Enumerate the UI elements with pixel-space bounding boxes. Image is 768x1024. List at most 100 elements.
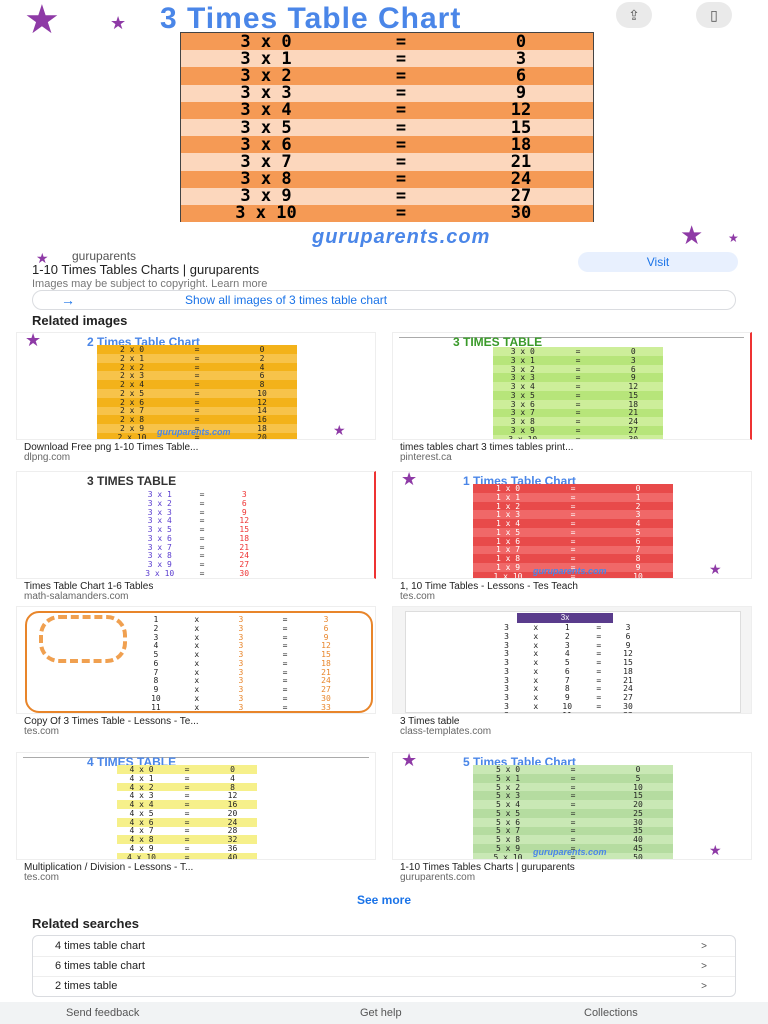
related-image-site: tes.com — [24, 872, 60, 883]
related-image-title[interactable]: Times Table Chart 1-6 Tables — [24, 581, 154, 592]
related-image-thumbnail[interactable]: 3x 3 x 1 = 3 3 x 2 = 6 3 x 3 = 9 3 x 4 = 12 3 x 5 = 15 3 x 6 = 18 3 x 7 = 2… — [392, 606, 752, 714]
table-cell: = — [570, 764, 576, 774]
related-image-card[interactable]: 1 x 3 = 3 2 x 3 = 6 3 x 3 = 9 4 x 3 = 12 5 x 3 = 15 6 x 3 = 18 7 x 3 = 21 8… — [16, 606, 376, 744]
table-cell: = — [570, 554, 576, 564]
table-row: 3 x 7 = 21 — [181, 151, 593, 172]
table-cell: 3 x 4 — [147, 516, 172, 526]
related-image-title[interactable]: 3 Times table — [400, 716, 460, 727]
table-cell: 3 — [238, 641, 244, 651]
related-image-thumbnail[interactable]: 3 TIMES TABLE 3 x 0 = 0 3 x 1 = 3 3 x 2 = 6 3 x 3 =… — [392, 332, 752, 440]
table-cell: = — [570, 844, 576, 854]
table-cell: = — [199, 489, 205, 499]
table-cell: 20 — [227, 808, 238, 818]
related-image-thumbnail[interactable]: ★ 2 Times Table Chart 2 x 0 = 0 2 x 1 = 2 2 x 2 =… — [16, 332, 376, 440]
share-button[interactable]: ⇪ — [616, 2, 652, 28]
table-cell: 1 x 7 — [495, 545, 521, 555]
table-row: 3 x 5 = 15 — [493, 391, 663, 400]
related-image-thumbnail[interactable]: 4 TIMES TABLE 4 x 0 = 0 4 x 1 = 4 4 x 2 = 8 4 x 3 =… — [16, 752, 376, 860]
related-image-thumbnail[interactable]: 3 TIMES TABLE 3 x 1 = 3 3 x 2 = 6 3 x 3 = 9 3 x 4 =… — [16, 471, 376, 579]
table-row: 1 x 3 = 3 — [137, 615, 347, 624]
related-search-item[interactable]: 2 times table > — [33, 976, 735, 996]
related-image-title[interactable]: Multiplication / Division - Lessons - T.… — [24, 862, 194, 873]
row-equals: = — [395, 100, 407, 121]
table-cell: 8 — [153, 676, 159, 686]
table-cell: = — [596, 666, 602, 676]
table-cell: 5 x 8 — [495, 835, 521, 845]
table-cell: x — [194, 632, 200, 642]
star-icon: ★ — [333, 422, 346, 438]
related-image-site: guruparents.com — [400, 872, 476, 883]
table-cell: = — [570, 808, 576, 818]
table-cell: 9 — [625, 640, 631, 650]
table-row: 4 x 1 = 4 — [117, 774, 257, 783]
table-cell: 24 — [227, 817, 238, 827]
table-cell: x — [194, 685, 200, 695]
table-cell: = — [570, 852, 576, 860]
table-row: 5 x 5 = 25 — [473, 809, 673, 818]
table-cell: 35 — [633, 826, 643, 836]
table-cell: 12 — [137, 712, 175, 713]
table-cell: = — [184, 844, 190, 854]
related-image-title[interactable]: 1-10 Times Tables Charts | guruparents — [400, 862, 575, 873]
get-help-link[interactable]: Get help — [360, 1007, 402, 1019]
table-row: 2 x 0 = 0 — [97, 345, 297, 354]
table-cell: 3 — [635, 510, 641, 520]
main-image-preview[interactable]: ★ ★ 3 Times Table Chart ⇪ ▯ 3 x 0 = 0 3 x 1… — [0, 0, 768, 250]
table-cell: = — [570, 483, 576, 493]
related-image-card[interactable]: ★ 5 Times Table Chart 5 x 0 = 0 5 x 1 = 5 5 x 2 =… — [392, 752, 752, 890]
row-result: 21 — [510, 151, 532, 172]
table-cell: 6 — [153, 658, 159, 668]
star-icon: ★ — [709, 842, 722, 858]
thumbnail-table: 3 x 0 = 0 3 x 1 = 3 3 x 2 = 6 3 x 3 = 9 3 x 4 = 12 3 x … — [493, 346, 663, 439]
related-image-thumbnail[interactable]: 1 x 3 = 3 2 x 3 = 6 3 x 3 = 9 4 x 3 = 12 5 x 3 = 15 6 x 3 = 18 7 x 3 = 21 8… — [16, 606, 376, 714]
table-cell: = — [194, 406, 200, 416]
related-image-title[interactable]: Copy Of 3 Times Table - Lessons - Te... — [24, 716, 199, 727]
table-cell: 24 — [628, 417, 639, 427]
table-cell: 3 x 0 — [510, 346, 535, 356]
send-feedback-link[interactable]: Send feedback — [66, 1007, 140, 1019]
table-cell: = — [184, 808, 190, 818]
related-image-card[interactable]: ★ 1 Times Table Chart 1 x 0 = 0 1 x 1 = 1 1 x 2 =… — [392, 471, 752, 609]
related-image-card[interactable]: 3 TIMES TABLE 3 x 0 = 0 3 x 1 = 3 3 x 2 = 6 3 x 3 =… — [392, 332, 752, 470]
save-button[interactable]: ▯ — [696, 2, 732, 28]
row-result: 15 — [510, 117, 532, 138]
table-cell: 3 x 8 — [147, 551, 172, 561]
thumbnail-brand: guruparents.com — [533, 566, 607, 576]
related-search-item[interactable]: 4 times table chart > — [33, 936, 735, 957]
table-cell: 3 x 9 — [510, 426, 535, 436]
show-all-images-button[interactable]: → Show all images of 3 times table chart — [32, 290, 736, 310]
related-images-heading: Related images — [32, 313, 128, 328]
related-image-thumbnail[interactable]: ★ 1 Times Table Chart 1 x 0 = 0 1 x 1 = 1 1 x 2 =… — [392, 471, 752, 579]
table-cell: 3 — [238, 658, 244, 668]
visit-button[interactable]: Visit — [578, 252, 738, 272]
table-row: 6 x 3 = 18 — [137, 659, 347, 668]
table-row: 5 x 7 = 35 — [473, 826, 673, 836]
thumbnail-table: 2 x 0 = 0 2 x 1 = 2 2 x 2 = 4 2 x 3 = 6 2 x 4 = 8 2 x 5… — [97, 345, 297, 439]
table-row: 3 x 7 = 21 — [493, 408, 663, 418]
related-image-title[interactable]: Download Free png 1-10 Times Table... — [24, 442, 199, 453]
table-cell: = — [596, 640, 602, 650]
see-more-button[interactable]: See more — [356, 893, 412, 907]
related-image-card[interactable]: 3 TIMES TABLE 3 x 1 = 3 3 x 2 = 6 3 x 3 = 9 3 x 4 =… — [16, 471, 376, 609]
copyright-notice[interactable]: Images may be subject to copyright. Lear… — [32, 278, 268, 290]
table-cell: 3 x 5 — [510, 390, 535, 400]
table-cell: 3 x 7 — [510, 408, 535, 418]
table-cell: 12 — [239, 516, 250, 526]
related-image-thumbnail[interactable]: ★ 5 Times Table Chart 5 x 0 = 0 5 x 1 = 5 5 x 2 =… — [392, 752, 752, 860]
related-image-card[interactable]: 4 TIMES TABLE 4 x 0 = 0 4 x 1 = 4 4 x 2 = 8 4 x 3 =… — [16, 752, 376, 890]
table-cell: 6 — [241, 498, 247, 508]
related-image-title[interactable]: times tables chart 3 times tables print.… — [400, 442, 574, 453]
show-all-label: Show all images of 3 times table chart — [185, 293, 388, 307]
row-expression: 3 x 8 — [240, 169, 292, 190]
table-cell: 33 — [615, 711, 642, 713]
table-cell: x — [194, 641, 200, 651]
related-search-item[interactable]: 6 times table chart > — [33, 956, 735, 977]
table-row: 5 x 9 = 45 — [473, 844, 673, 853]
source-page-title[interactable]: 1-10 Times Tables Charts | guruparents — [32, 262, 260, 277]
related-image-card[interactable]: 3x 3 x 1 = 3 3 x 2 = 6 3 x 3 = 9 3 x 4 = 12 3 x 5 = 15 3 x 6 = 18 3 x 7 = 2… — [392, 606, 752, 744]
related-image-title[interactable]: 1, 10 Time Tables - Lessons - Tes Teach — [400, 581, 578, 592]
related-image-card[interactable]: ★ 2 Times Table Chart 2 x 0 = 0 2 x 1 = 2 2 x 2 =… — [16, 332, 376, 470]
collections-link[interactable]: Collections — [584, 1007, 638, 1019]
table-cell: 20 — [633, 800, 643, 810]
table-row: 2 x 9 = 18 — [97, 424, 297, 433]
